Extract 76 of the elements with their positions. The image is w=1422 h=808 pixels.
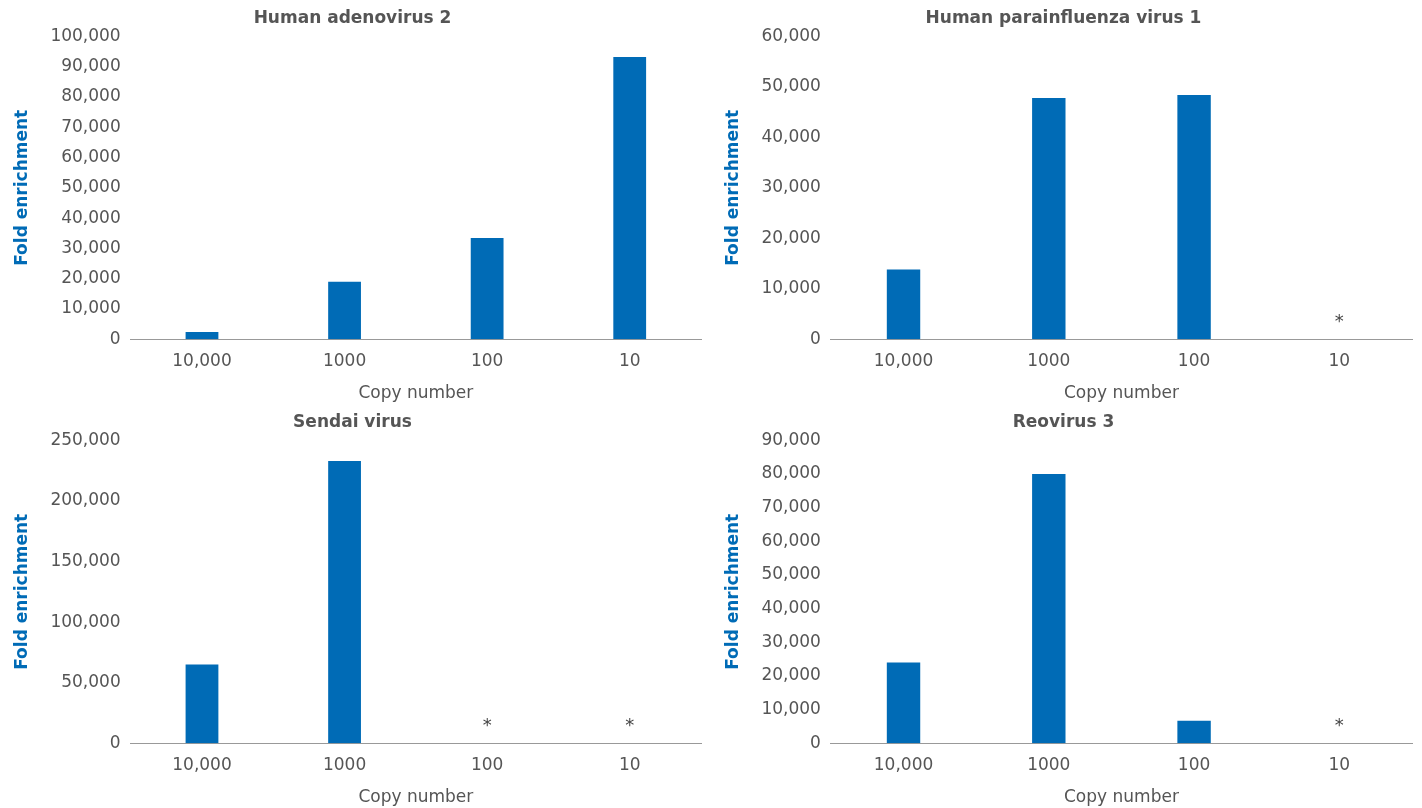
y-tick-label: 0 [810,327,821,348]
x-tick-label: 10 [618,753,641,774]
annotation: * [625,713,635,735]
x-tick-label: 1000 [322,753,367,774]
y-tick-label: 50,000 [61,176,121,197]
bar [1177,720,1211,744]
chart-title: Sendai virus [293,410,412,431]
y-tick-label: 100,000 [50,610,121,631]
annotation: * [482,713,492,735]
y-tick-label: 0 [109,327,121,348]
bar [886,269,921,340]
x-tick-label: 10 [618,349,641,370]
x-tick-label: 100 [1177,349,1211,370]
x-axis-title: Copy number [358,786,474,807]
y-tick-label: 60,000 [761,529,821,550]
y-tick-label: 30,000 [761,176,821,197]
y-axis-title: Fold enrichment [721,513,742,670]
chart-title: Human adenovirus 2 [253,6,452,27]
y-tick-label: 70,000 [761,496,821,517]
y-tick-label: 40,000 [761,125,821,146]
chart-title: Human parainfluenza virus 1 [925,6,1202,27]
x-tick-label: 1000 [322,349,367,370]
bar [613,56,647,340]
y-tick-label: 50,000 [761,75,821,96]
y-tick-label: 100,000 [50,24,121,45]
y-tick-label: 20,000 [761,226,821,247]
y-tick-label: 20,000 [761,664,821,685]
x-tick-label: 1000 [1027,753,1071,774]
x-tick-label: 10,000 [172,349,232,370]
chart-title: Reovirus 3 [1012,410,1115,431]
y-tick-label: 60,000 [761,24,821,45]
x-tick-label: 10 [1328,753,1351,774]
y-tick-label: 90,000 [61,55,121,76]
y-tick-label: 250,000 [50,428,121,449]
y-tick-label: 30,000 [761,630,821,651]
x-tick-label: 10,000 [873,349,934,370]
y-tick-label: 50,000 [61,671,121,692]
y-tick-label: 200,000 [50,489,121,510]
x-axis-title: Copy number [1064,786,1179,807]
y-axis-title: Fold enrichment [721,109,742,266]
y-tick-label: 40,000 [61,206,121,227]
x-tick-label: 100 [470,753,504,774]
x-tick-label: 10,000 [873,753,934,774]
x-tick-label: 100 [470,349,504,370]
y-axis-title: Fold enrichment [10,109,31,266]
bar [1032,97,1066,340]
y-tick-label: 70,000 [61,115,121,136]
bar [328,281,361,340]
y-tick-label: 10,000 [761,697,821,718]
x-axis-title: Copy number [1064,382,1179,403]
y-tick-label: 80,000 [761,462,821,483]
y-tick-label: 90,000 [761,428,821,449]
y-axis-title: Fold enrichment [10,513,31,670]
annotation: * [1334,713,1344,735]
x-tick-label: 10,000 [172,753,232,774]
bar [185,331,219,340]
y-tick-label: 150,000 [50,549,121,570]
bar [1032,474,1066,744]
y-tick-label: 20,000 [61,267,121,288]
bar [886,662,921,744]
x-tick-label: 100 [1177,753,1211,774]
y-tick-label: 0 [810,731,821,752]
x-tick-label: 1000 [1027,349,1071,370]
y-tick-label: 30,000 [61,236,121,257]
y-tick-label: 40,000 [761,597,821,618]
bar [470,238,504,340]
x-axis-title: Copy number [358,382,474,403]
y-tick-label: 50,000 [761,563,821,584]
y-tick-label: 60,000 [61,145,121,166]
bar [1177,94,1211,340]
y-tick-label: 10,000 [761,277,821,298]
annotation: * [1334,309,1344,331]
x-tick-label: 10 [1328,349,1351,370]
y-tick-label: 80,000 [61,85,121,106]
y-tick-label: 0 [109,731,121,752]
y-tick-label: 10,000 [61,297,121,318]
